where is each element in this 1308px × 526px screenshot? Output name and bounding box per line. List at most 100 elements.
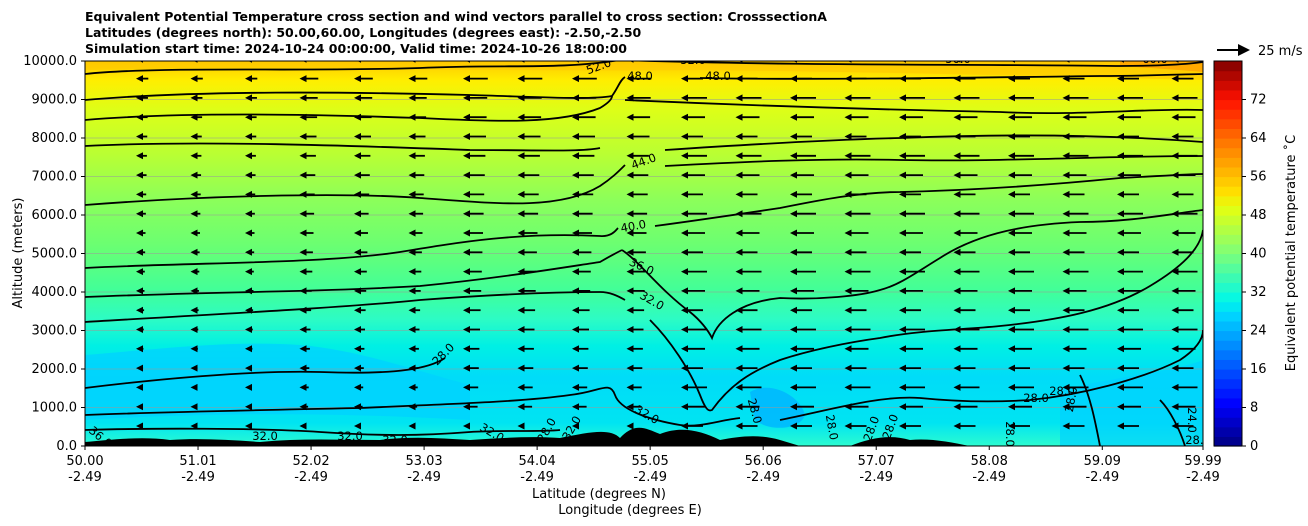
wind-vector xyxy=(463,306,481,314)
wind-vector xyxy=(681,171,705,179)
wind-vector xyxy=(681,190,703,198)
wind-vector xyxy=(299,345,310,353)
colorbar-band xyxy=(1214,128,1242,139)
wind-vector xyxy=(190,383,198,391)
wind-vector xyxy=(299,268,313,276)
wind-vector xyxy=(735,383,762,391)
wind-vector xyxy=(899,306,921,314)
wind-vector xyxy=(408,383,418,391)
wind-vector xyxy=(408,190,424,198)
wind-vector xyxy=(953,268,980,276)
y-tick-label: 7000.0 xyxy=(32,170,78,185)
wind-vector xyxy=(735,364,758,372)
colorbar-band xyxy=(1214,243,1242,255)
wind-vector xyxy=(899,190,921,198)
wind-vector xyxy=(354,383,364,391)
wind-vector xyxy=(626,403,642,411)
wind-vector xyxy=(735,326,762,333)
wind-vector xyxy=(354,326,365,333)
wind-vector xyxy=(517,229,538,237)
wind-vector xyxy=(1171,364,1194,372)
contour-label: 48.0 xyxy=(705,69,731,83)
wind-vector xyxy=(190,94,203,102)
wind-vector xyxy=(1117,403,1141,411)
wind-vector xyxy=(463,190,485,198)
wind-vector xyxy=(354,403,363,411)
wind-vector xyxy=(1008,133,1030,140)
wind-vector xyxy=(953,190,976,198)
wind-vector xyxy=(1008,248,1030,256)
wind-vector xyxy=(1062,94,1089,102)
wind-vector xyxy=(1171,113,1196,121)
wind-vector xyxy=(245,306,254,314)
wind-vector xyxy=(190,268,200,276)
wind-vector xyxy=(408,403,418,411)
wind-vector xyxy=(354,306,366,314)
contour-42 xyxy=(85,164,626,206)
x-tick-label-lon: -2.49 xyxy=(407,470,441,485)
contour-label: 32.0 xyxy=(382,433,408,447)
wind-vector xyxy=(463,229,483,237)
contour-label: 60.0 xyxy=(1142,52,1168,66)
contour-label: 32.0 xyxy=(337,429,363,443)
wind-vector xyxy=(517,364,534,372)
wind-vector xyxy=(245,190,256,198)
wind-vector xyxy=(953,133,976,140)
wind-vector xyxy=(136,268,145,276)
wind-vector xyxy=(299,364,310,372)
wind-vector xyxy=(517,75,543,83)
colorbar-band xyxy=(1214,436,1242,447)
wind-vector xyxy=(790,210,816,218)
y-tick-label: 1000.0 xyxy=(32,401,78,416)
contour-label: 40.0 xyxy=(619,217,647,235)
wind-vector xyxy=(572,75,597,83)
wind-vector xyxy=(354,113,372,121)
contour-42-east xyxy=(664,155,1203,167)
wind-vector xyxy=(408,306,421,314)
wind-vector xyxy=(408,248,422,256)
wind-vector xyxy=(899,248,921,256)
wind-vector xyxy=(354,133,371,140)
wind-vector xyxy=(953,171,978,179)
wind-vector xyxy=(1117,306,1139,314)
wind-vector xyxy=(626,133,650,140)
wind-vector xyxy=(190,190,201,198)
wind-vector xyxy=(572,326,589,333)
wind-vector xyxy=(1171,306,1194,314)
contour-32-east xyxy=(649,229,1203,412)
wind-vector xyxy=(790,268,816,276)
x-tick-label-lat: 58.08 xyxy=(971,454,1008,469)
wind-vector xyxy=(572,248,592,256)
wind-vector xyxy=(790,171,814,179)
wind-vector xyxy=(1008,306,1030,314)
wind-vector xyxy=(790,403,814,411)
wind-vector xyxy=(735,75,758,83)
wind-vector xyxy=(1062,268,1089,276)
wind-vector xyxy=(681,383,707,391)
wind-vector xyxy=(844,75,867,83)
wind-vector xyxy=(1171,287,1196,295)
wind-vector xyxy=(681,326,707,333)
wind-vector xyxy=(299,306,312,314)
wind-vector xyxy=(517,190,539,198)
colorbar-band xyxy=(1214,369,1242,380)
wind-vector xyxy=(517,171,540,179)
wind-vector xyxy=(681,268,707,276)
contour-label: 32.0 xyxy=(252,429,278,443)
wind-vector xyxy=(626,248,646,256)
wind-vector xyxy=(844,210,871,218)
wind-vector xyxy=(1062,422,1085,430)
colorbar-band xyxy=(1214,378,1242,389)
wind-vector xyxy=(953,248,976,256)
wind-vector xyxy=(790,94,816,102)
wind-vector xyxy=(899,268,925,276)
wind-vector xyxy=(1171,94,1198,102)
wind-vector xyxy=(899,210,925,218)
wind-vector xyxy=(1117,113,1141,121)
wind-vector xyxy=(190,326,199,333)
wind-vector xyxy=(354,422,361,430)
wind-vector xyxy=(136,171,147,179)
wind-vector xyxy=(190,364,198,372)
wind-vector xyxy=(299,152,316,160)
wind-vector xyxy=(1008,345,1032,353)
